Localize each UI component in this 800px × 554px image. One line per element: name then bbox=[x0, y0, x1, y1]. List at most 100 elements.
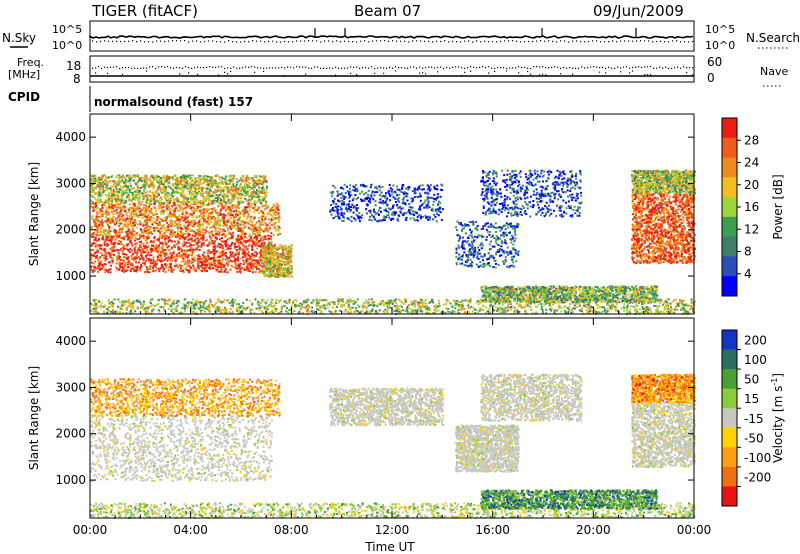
nave-point bbox=[497, 67, 498, 68]
power-cell bbox=[142, 257, 144, 259]
power-cell bbox=[223, 241, 225, 243]
power-cell bbox=[176, 178, 178, 180]
power-cell bbox=[248, 194, 250, 196]
power-cell bbox=[218, 271, 220, 273]
power-cell bbox=[196, 242, 198, 244]
power-cell bbox=[156, 196, 158, 198]
power-cell bbox=[170, 257, 172, 259]
power-cell bbox=[228, 233, 230, 235]
power-cell bbox=[217, 224, 219, 226]
power-cell bbox=[233, 216, 235, 218]
power-cell bbox=[126, 258, 128, 260]
power-cell bbox=[209, 216, 211, 218]
power-cell bbox=[209, 265, 211, 267]
power-cell bbox=[197, 232, 199, 234]
power-cell bbox=[252, 232, 254, 234]
power-cell bbox=[102, 222, 104, 224]
power-cell bbox=[247, 240, 249, 242]
power-cell bbox=[176, 217, 178, 219]
noise-strip: N.Sky 10^5 10^0 10^5 10^0 N.Search bbox=[2, 21, 800, 52]
n-search-point bbox=[396, 41, 397, 42]
n-sky-trace bbox=[90, 36, 693, 38]
nave-point bbox=[407, 68, 408, 69]
power-cell bbox=[121, 263, 123, 265]
power-cell bbox=[186, 246, 188, 248]
nave-point bbox=[650, 66, 651, 67]
nave-point bbox=[560, 68, 561, 69]
n-search-point bbox=[376, 40, 377, 41]
n-search-point bbox=[512, 40, 513, 41]
power-cell bbox=[179, 250, 181, 252]
power-cell bbox=[206, 270, 208, 272]
n-search-point bbox=[340, 41, 341, 42]
nave-point bbox=[179, 67, 180, 68]
power-cell bbox=[126, 218, 128, 220]
power-cell bbox=[187, 206, 189, 208]
nave-point bbox=[395, 70, 396, 71]
power-cell bbox=[208, 267, 210, 269]
power-cell bbox=[101, 219, 103, 221]
n-search-point bbox=[140, 40, 141, 41]
power-cell bbox=[227, 214, 229, 216]
power-cell bbox=[122, 250, 124, 252]
power-cell bbox=[189, 238, 191, 240]
n-search-point bbox=[280, 41, 281, 42]
n-search-point bbox=[508, 40, 509, 41]
power-cell bbox=[183, 193, 185, 195]
power-cell bbox=[141, 257, 143, 259]
power-cell bbox=[205, 240, 207, 242]
power-cell bbox=[203, 234, 205, 236]
nave-point bbox=[470, 66, 471, 67]
power-cell bbox=[225, 210, 227, 212]
power-cell bbox=[148, 195, 150, 197]
power-cell bbox=[136, 254, 138, 256]
power-cell bbox=[144, 220, 146, 222]
power-cell bbox=[256, 189, 258, 191]
power-cell bbox=[203, 252, 205, 254]
power-cell bbox=[198, 267, 200, 269]
power-cell bbox=[151, 233, 153, 235]
nave-point bbox=[221, 66, 222, 67]
power-cell bbox=[187, 225, 189, 227]
freq-tick-top: 18 bbox=[66, 59, 81, 73]
nave-point bbox=[458, 66, 459, 67]
power-cell bbox=[161, 264, 163, 266]
power-cell bbox=[165, 254, 167, 256]
power-cell bbox=[162, 177, 164, 179]
nave-point bbox=[254, 72, 255, 73]
power-cell bbox=[202, 231, 204, 233]
power-cell bbox=[182, 215, 184, 217]
power-cell bbox=[146, 242, 148, 244]
power-cell bbox=[222, 271, 224, 273]
nave-point bbox=[572, 74, 573, 75]
power-cell bbox=[168, 267, 170, 269]
n-search-point bbox=[444, 40, 445, 41]
power-cell bbox=[240, 271, 242, 273]
power-cell bbox=[260, 259, 262, 261]
power-cell bbox=[268, 244, 270, 246]
n-search-point bbox=[580, 41, 581, 42]
power-cell bbox=[254, 209, 256, 211]
nave-point bbox=[578, 68, 579, 69]
power-cell bbox=[116, 175, 118, 177]
nave-point bbox=[635, 67, 636, 68]
power-cell bbox=[101, 264, 103, 266]
power-cell bbox=[254, 193, 256, 195]
power-cell bbox=[140, 234, 142, 236]
power-cell bbox=[113, 254, 115, 256]
power-cell bbox=[91, 262, 93, 264]
power-cell bbox=[216, 194, 218, 196]
power-cell bbox=[190, 252, 192, 254]
power-cell bbox=[219, 203, 221, 205]
power-cell bbox=[129, 234, 131, 236]
power-cell bbox=[100, 208, 102, 210]
power-cell bbox=[213, 209, 215, 211]
power-cell bbox=[249, 209, 251, 211]
nave-point bbox=[218, 66, 219, 67]
power-cell bbox=[143, 189, 145, 191]
power-cell bbox=[106, 258, 108, 260]
power-cell bbox=[168, 249, 170, 251]
power-cell bbox=[223, 222, 225, 224]
power-cell bbox=[110, 271, 112, 273]
nave-point bbox=[449, 68, 450, 69]
